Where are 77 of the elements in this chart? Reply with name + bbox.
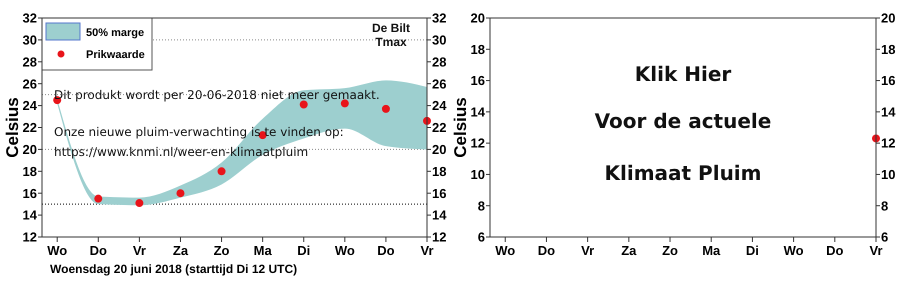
y2-tick-label: 10 [881, 166, 896, 182]
y2-tick-label: 14 [432, 208, 448, 223]
x-tick-label: Do [538, 243, 556, 258]
x-tick-label: Vr [869, 243, 883, 258]
x-tick-label: Zo [662, 243, 678, 258]
x-tick-label: Do [377, 243, 395, 258]
point [300, 100, 308, 109]
point [94, 194, 102, 203]
y2-tick-label: 16 [432, 186, 446, 201]
y2-tick-label: 20 [881, 10, 896, 26]
y-axis-title: Celsius [451, 97, 470, 158]
x-axis-title: Woensdag 20 juni 2018 (starttijd Di 12 UTC) [50, 262, 298, 276]
y2-tick-label: 20 [432, 142, 446, 157]
y2-tick-label: 32 [432, 10, 446, 26]
y2-tick-label: 22 [432, 120, 446, 136]
x-tick-label: Za [621, 243, 638, 258]
y2-tick-label: 6 [881, 230, 888, 245]
y2-tick-label: 12 [432, 230, 446, 245]
x-tick-label: Ma [254, 243, 272, 258]
x-tick-label: Za [172, 243, 189, 258]
x-tick-label: Wo [784, 243, 804, 258]
x-tick-label: Wo [334, 243, 355, 258]
y-tick-label: 14 [470, 104, 486, 120]
legend-label: 50% marge [86, 27, 144, 39]
annotation: Dit produkt wordt per 20-06-2018 niet meer gemaakt. [54, 88, 380, 102]
y-tick-label: 18 [22, 164, 37, 179]
x-tick-label: Wo [495, 243, 516, 258]
legend-label: Prikwaarde [86, 49, 145, 61]
x-tick-label: Do [826, 243, 844, 258]
y-tick-label: 8 [478, 198, 485, 214]
annotation: Tmax [375, 35, 407, 49]
point [382, 104, 390, 113]
y2-tick-label: 26 [432, 76, 446, 92]
y-tick-label: 16 [22, 186, 37, 201]
annotation: Klik Hier [634, 62, 732, 86]
y2-tick-label: 12 [881, 136, 896, 151]
y2-tick-label: 16 [881, 73, 896, 88]
y-tick-label: 32 [22, 10, 37, 26]
x-tick-label: Di [746, 243, 759, 258]
y2-tick-label: 24 [432, 98, 448, 114]
y-tick-label: 24 [22, 98, 38, 114]
y2-tick-label: 18 [432, 164, 446, 179]
y-tick-label: 16 [470, 73, 485, 88]
x-tick-label: Wo [47, 243, 68, 258]
y-tick-label: 18 [470, 42, 485, 57]
y-tick-label: 22 [22, 120, 37, 136]
y2-tick-label: 28 [432, 54, 446, 70]
y2-tick-label: 14 [881, 104, 896, 120]
annotation: Klimaat Pluim [604, 161, 762, 185]
x-tick-label: Vr [581, 243, 594, 258]
point [218, 167, 226, 176]
x-tick-label: Di [297, 243, 310, 258]
y2-tick-label: 18 [881, 42, 896, 57]
annotation: Voor de actuele [594, 109, 772, 133]
x-tick-label: Ma [702, 243, 722, 258]
x-tick-label: Do [90, 243, 108, 258]
y-tick-label: 10 [470, 166, 485, 182]
point [176, 189, 184, 198]
annotation: De Bilt [372, 21, 410, 35]
y-tick-label: 6 [478, 230, 485, 245]
point [135, 199, 144, 208]
y-tick-label: 20 [470, 10, 485, 26]
y-tick-label: 12 [22, 230, 37, 245]
y2-tick-label: 30 [432, 32, 446, 48]
y-tick-label: 26 [22, 76, 37, 92]
y2-tick-label: 8 [881, 198, 888, 214]
annotation: https://www.knmi.nl/weer-en-klimaatpluim [54, 145, 308, 159]
x-tick-label: Zo [214, 243, 230, 258]
x-tick-label: Vr [420, 243, 434, 258]
y-tick-label: 20 [22, 142, 37, 157]
y-tick-label: 12 [470, 136, 485, 151]
y-tick-label: 30 [22, 32, 37, 48]
x-tick-label: Vr [132, 243, 146, 258]
y-axis-title: Celsius [3, 97, 22, 158]
y-tick-label: 14 [22, 208, 38, 223]
y-tick-label: 28 [22, 54, 37, 70]
annotation: Onze nieuwe pluim-verwachting is te vinden op: [54, 125, 344, 139]
